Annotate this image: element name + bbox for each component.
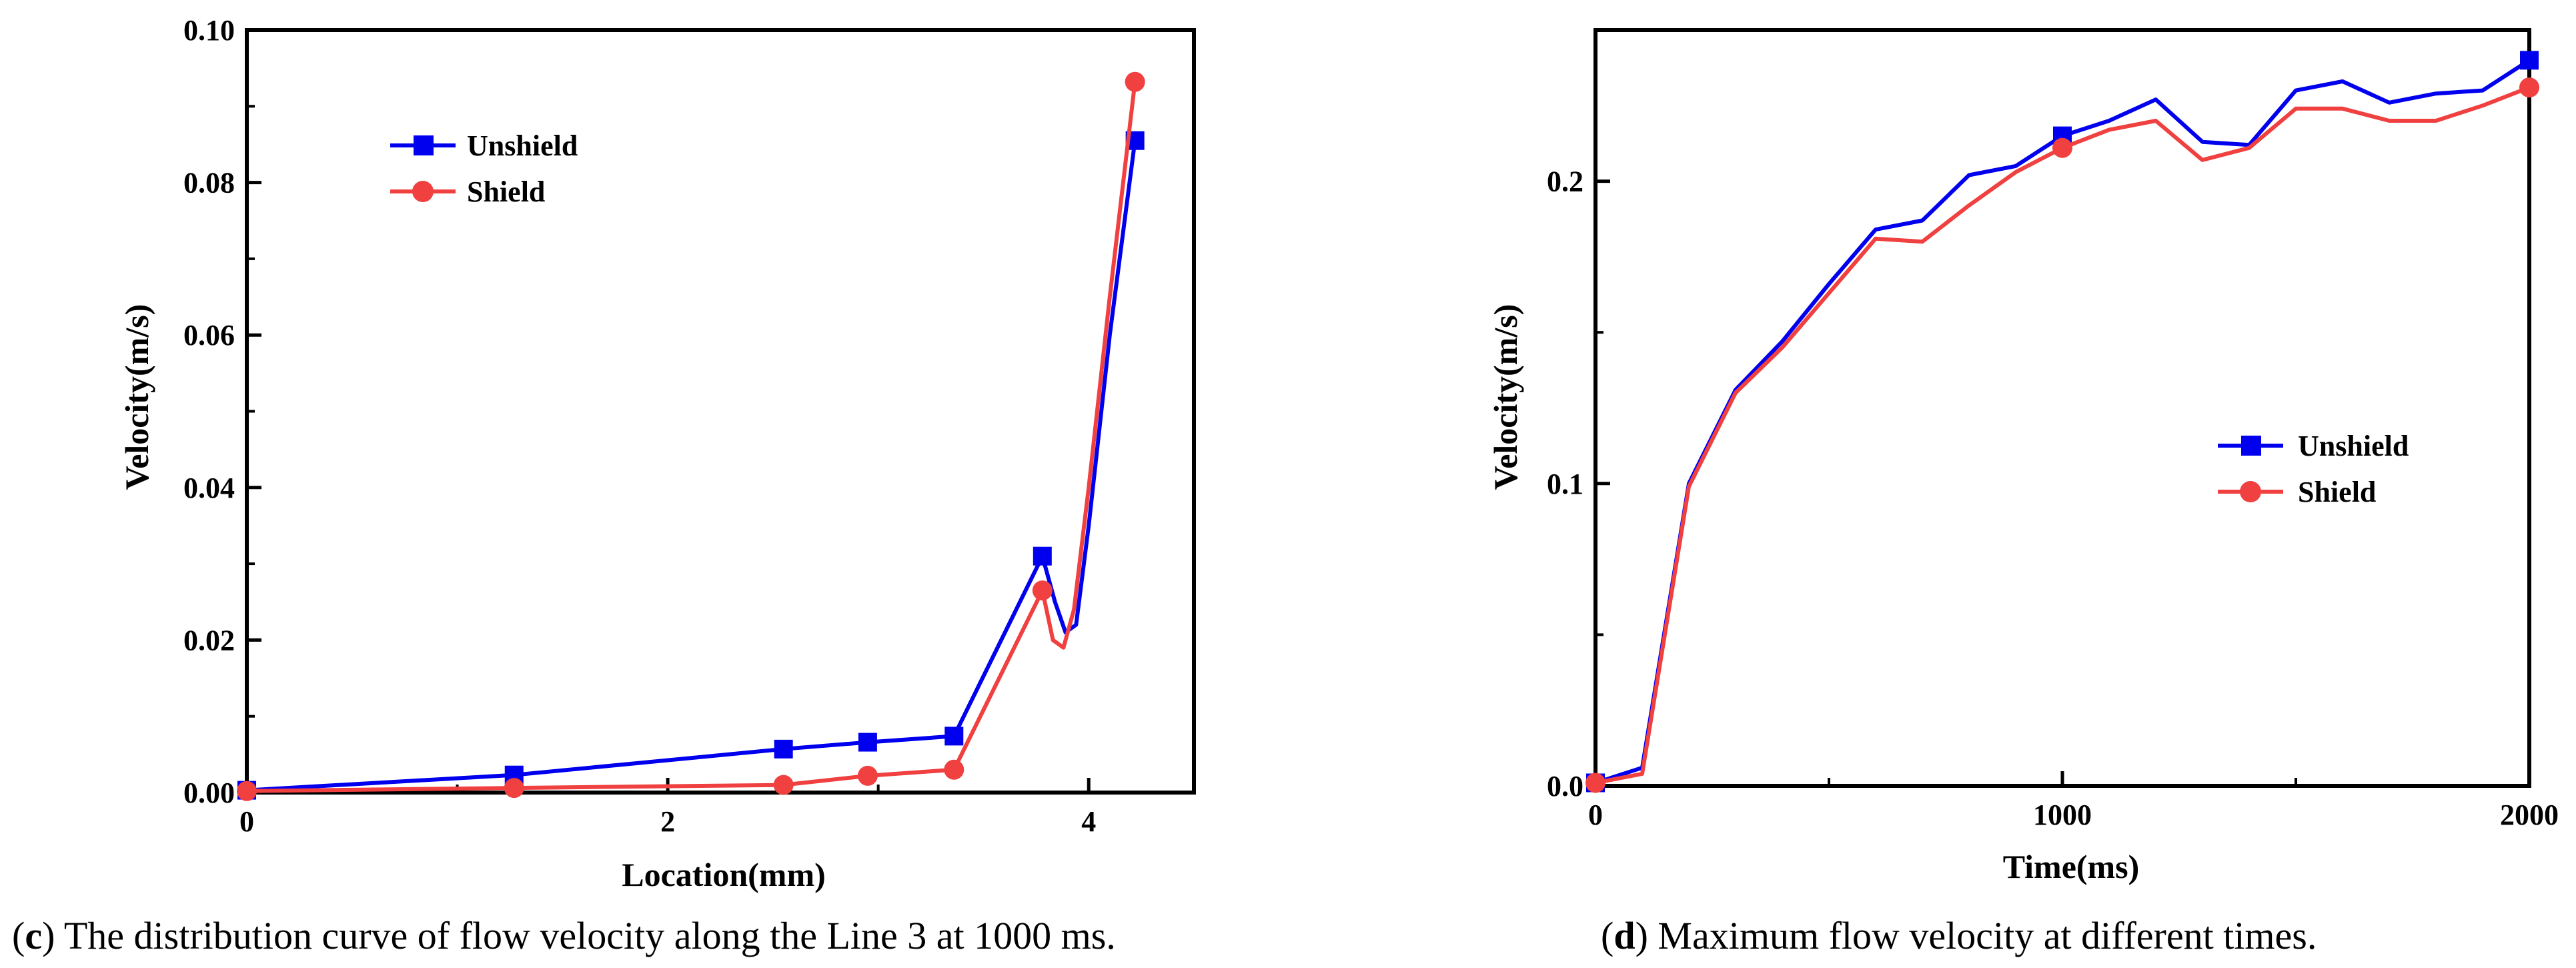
chart-d-xtick-label: 2000 [2500,799,2559,831]
chart-d-legend-shield-marker [2240,481,2261,502]
chart-c-ytick-label: 0.02 [183,624,235,656]
chart-d-plot-area: 0.0 0.1 0.2 0 1000 2000 [1547,28,2559,831]
chart-c-legend-shield-label: Shield [467,175,545,208]
chart-d-xlabel: Time(ms) [2003,848,2140,885]
chart-c-xtick-label: 0 [239,805,254,838]
chart-d-point-shield [1585,773,1605,793]
chart-c-point-shield [773,775,794,795]
chart-c-point-shield [944,759,964,780]
chart-d-legend-unshield-marker [2241,436,2261,456]
chart-c-caption-letter: c [25,914,42,957]
chart-d-caption-letter: d [1614,914,1635,957]
chart-c-point-shield [1032,580,1053,601]
chart-c-ytick-label: 0.08 [183,167,235,199]
chart-c-ytick-label: 0.10 [183,14,235,47]
chart-c-xtick-label: 4 [1081,805,1096,838]
chart-d-caption: (d) Maximum flow velocity at different t… [1601,914,2317,957]
chart-d-legend-shield-label: Shield [2298,476,2376,508]
chart-c: Velocity(m/s) Location(mm) 0.000.020.040… [12,14,1196,957]
chart-c-caption: (c) The distribution curve of flow veloc… [12,914,1116,957]
chart-d-series-unshield-line [1595,58,2531,785]
chart-d-point-unshield [2520,51,2539,70]
chart-c-legend: Unshield Shield [390,129,578,208]
chart-c-ylabel: Velocity(m/s) [118,304,155,490]
chart-d-point-shield [2519,77,2539,98]
chart-c-frame [245,28,1196,795]
chart-d-ylabel: Velocity(m/s) [1487,304,1524,490]
chart-c-point-shield [504,778,524,799]
chart-c-series-shield-line [246,81,1137,793]
chart-c-point-shield [1125,71,1145,92]
chart-c-series-unshield-line [246,140,1137,793]
chart-c-point-unshield [1033,546,1052,566]
chart-c-point-unshield [774,739,793,759]
chart-d-ytick-label: 0.0 [1547,770,1583,803]
chart-d-xtick-label: 1000 [2033,799,2092,831]
chart-d-legend: Unshield Shield [2218,430,2409,508]
chart-c-caption-text: ) The distribution curve of flow velocit… [42,914,1116,957]
chart-d: Velocity(m/s) Time(ms) 0.0 0.1 0.2 0 1000 200… [1487,28,2559,957]
chart-c-legend-shield-marker [412,181,434,202]
chart-d-xtick-label: 0 [1588,799,1603,831]
chart-c-point-unshield [944,727,964,746]
chart-d-ytick-label: 0.2 [1547,165,1583,198]
chart-c-ytick-label: 0.04 [183,472,235,504]
chart-c-xtick-label: 2 [660,805,675,838]
chart-c-point-shield [237,781,257,801]
chart-c-xlabel: Location(mm) [622,856,826,893]
chart-d-legend-unshield-label: Unshield [2298,430,2409,462]
chart-c-plot-area: 0.00 0.02 0.04 0.06 0.08 0.10 0 2 4 [183,14,1196,838]
chart-c-ytick-label: 0.06 [183,319,235,352]
chart-c-ytick-label: 0.00 [183,777,235,809]
chart-d-caption-text: ) Maximum flow velocity at different tim… [1636,914,2317,957]
chart-d-point-shield [2052,137,2072,158]
chart-c-legend-unshield-label: Unshield [467,129,578,162]
chart-d-ytick-label: 0.1 [1547,468,1583,500]
chart-c-point-unshield [858,733,877,752]
chart-c-legend-unshield-marker [414,135,434,155]
chart-c-point-shield [857,765,878,786]
